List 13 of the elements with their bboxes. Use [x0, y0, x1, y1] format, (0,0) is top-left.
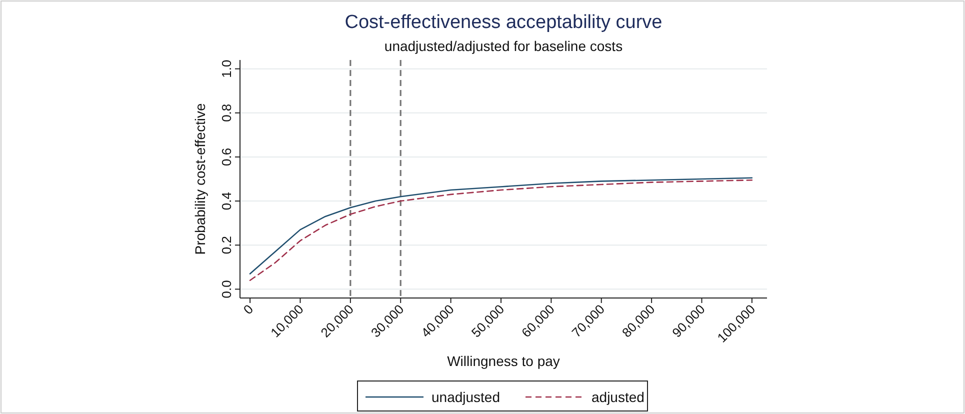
- y-tick-label: 0.2: [219, 236, 234, 254]
- y-tick-label: 0.8: [219, 104, 234, 122]
- x-tick-label: 0: [240, 302, 256, 318]
- chart-subtitle: unadjusted/adjusted for baseline costs: [384, 38, 623, 54]
- y-tick-label: 0.0: [219, 280, 234, 298]
- chart-title: Cost-effectiveness acceptability curve: [344, 12, 662, 33]
- legend-label: unadjusted: [432, 389, 500, 405]
- x-axis-title: Willingness to pay: [447, 353, 560, 369]
- y-axis-title: Probability cost-effective: [192, 103, 208, 255]
- y-tick-label: 1.0: [219, 60, 234, 78]
- y-tick-label: 0.4: [219, 192, 234, 210]
- legend-label: adjusted: [592, 389, 644, 405]
- y-tick-label: 0.6: [219, 148, 234, 166]
